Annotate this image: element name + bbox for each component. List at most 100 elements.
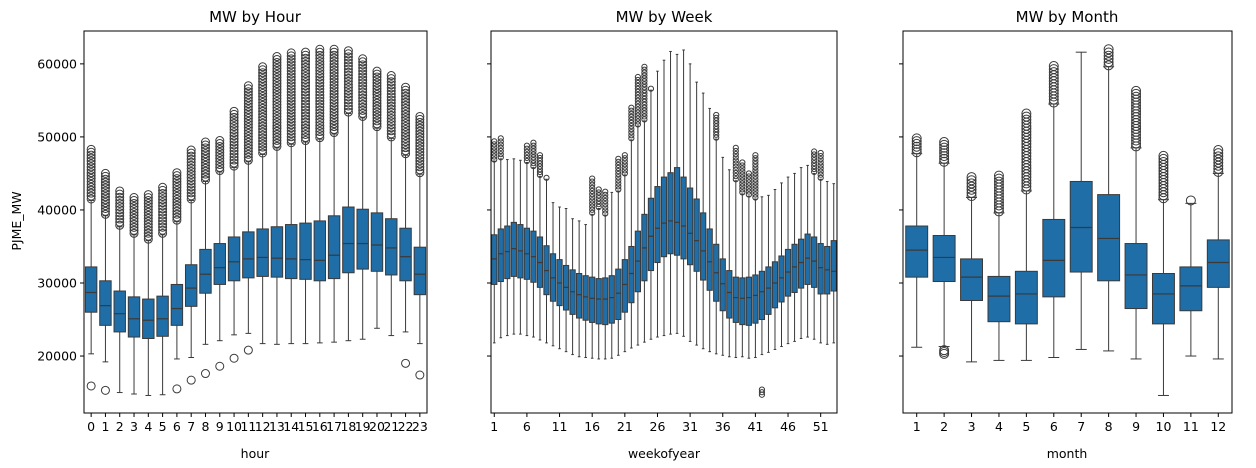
outlier (415, 168, 425, 178)
outlier (372, 95, 382, 105)
outlier (229, 143, 239, 153)
box-hour-8 (199, 248, 212, 294)
outlier (186, 182, 196, 192)
outlier (143, 213, 153, 223)
outlier (258, 68, 268, 78)
box-hour-11 (242, 231, 255, 279)
outlier (158, 198, 168, 208)
outlier (200, 172, 210, 182)
outlier (628, 126, 635, 133)
box-week-40 (745, 276, 752, 326)
x-tick-label: 12 (255, 419, 271, 434)
outlier (621, 167, 628, 174)
outlier (415, 162, 425, 172)
outlier (372, 84, 382, 94)
outlier (229, 353, 239, 363)
outlier (634, 88, 641, 95)
outlier (115, 208, 125, 218)
outlier (745, 185, 752, 192)
outlier (401, 128, 411, 138)
outlier (343, 101, 353, 111)
outlier (129, 193, 139, 203)
outlier (358, 99, 368, 109)
outlier (301, 56, 311, 66)
outlier (602, 188, 609, 195)
outlier (158, 182, 168, 192)
outlier (115, 189, 125, 199)
outlier (497, 141, 504, 148)
outlier (301, 102, 311, 112)
outlier (143, 196, 153, 206)
outlier (272, 126, 282, 136)
outlier (272, 117, 282, 127)
outlier (329, 116, 339, 126)
outlier (401, 94, 411, 104)
outlier (1158, 150, 1169, 161)
x-tick-label: 6 (173, 419, 181, 434)
outlier (286, 90, 296, 100)
box-week-49 (804, 233, 811, 285)
outlier (415, 156, 425, 166)
outlier (158, 207, 168, 217)
outlier (634, 94, 641, 101)
box-month-4 (987, 275, 1011, 323)
outlier (739, 183, 746, 190)
outlier (258, 112, 268, 122)
outlier (386, 71, 396, 81)
outlier (243, 102, 253, 112)
outlier (1131, 85, 1142, 96)
outlier (301, 72, 311, 82)
outlier (186, 191, 196, 201)
x-tick-label: 0 (87, 419, 95, 434)
outlier (634, 115, 641, 122)
outlier (200, 175, 210, 185)
outlier (523, 154, 531, 162)
outlier (229, 155, 239, 165)
outlier (530, 139, 537, 146)
axes-frame (490, 30, 838, 414)
box-week-41 (752, 274, 759, 324)
outlier (286, 117, 296, 127)
box-week-44 (771, 261, 779, 309)
outlier (621, 155, 628, 162)
outlier (401, 82, 411, 92)
outlier (229, 149, 239, 159)
outlier (100, 174, 110, 184)
outlier (739, 171, 746, 178)
outlier (415, 138, 425, 148)
outlier (301, 99, 311, 109)
outlier (86, 162, 96, 172)
outlier (343, 95, 353, 105)
outlier (621, 152, 628, 159)
box-week-15 (582, 275, 589, 321)
outlier (329, 89, 339, 99)
outlier (372, 122, 382, 132)
outlier (732, 147, 739, 155)
outlier (343, 52, 353, 62)
outlier (589, 175, 596, 182)
outlier (315, 96, 325, 106)
outlier (641, 72, 648, 79)
outlier (602, 197, 609, 205)
outlier (401, 109, 411, 119)
outlier (993, 176, 1004, 187)
outlier (497, 138, 504, 145)
outlier (186, 154, 196, 164)
x-tick-label: 17 (326, 419, 342, 434)
outlier (243, 105, 253, 115)
outlier (129, 196, 139, 206)
outlier (386, 110, 396, 120)
x-tick-label: 1 (490, 419, 498, 434)
outlier (243, 96, 253, 106)
outlier (415, 123, 425, 133)
outlier (329, 56, 339, 66)
outlier (172, 174, 182, 184)
outlier (752, 194, 759, 201)
outlier (939, 153, 950, 164)
box-hour-2 (113, 290, 126, 333)
x-tick-label: 8 (202, 419, 210, 434)
box-week-18 (602, 277, 609, 326)
outlier (301, 50, 311, 60)
outlier (258, 65, 268, 75)
chart-title-month: MW by Month (1016, 8, 1119, 26)
